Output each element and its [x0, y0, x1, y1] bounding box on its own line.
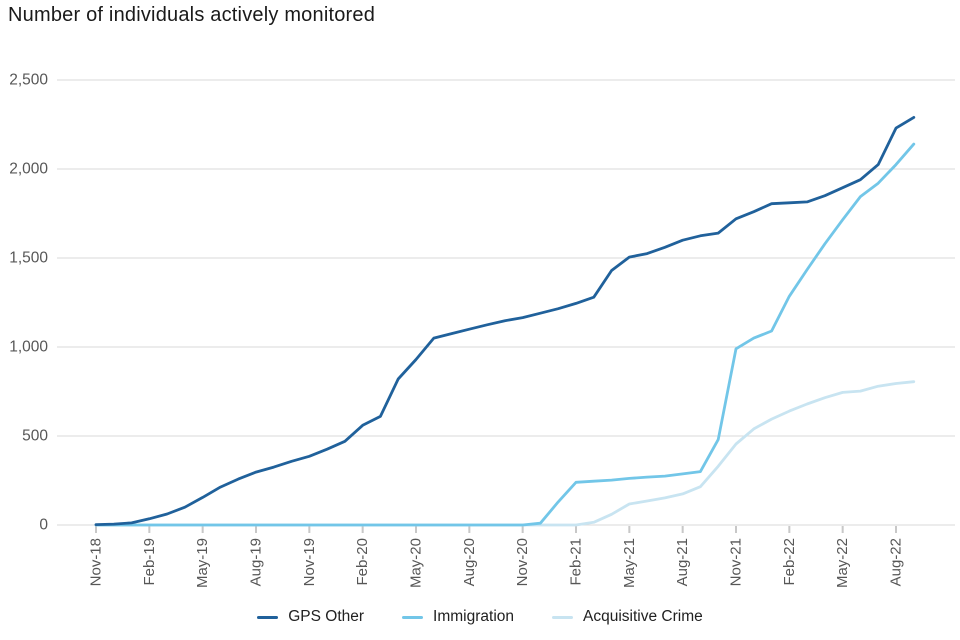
- y-axis-tick-label: 2,500: [9, 72, 48, 89]
- x-axis-tick-label: May-21: [621, 538, 638, 588]
- series-line-immigration: [94, 142, 916, 527]
- legend-item-immigration: Immigration: [402, 608, 514, 626]
- x-axis-tick-label: Aug-19: [248, 538, 265, 586]
- y-axis-tick-label: 1,500: [9, 250, 48, 267]
- legend-line-icon: [257, 615, 279, 619]
- x-axis-tick-label: Nov-20: [514, 538, 531, 586]
- x-axis-tick-label: Feb-19: [141, 538, 158, 586]
- x-axis-tick-label: Feb-20: [354, 538, 371, 586]
- y-axis-tick-label: 500: [22, 428, 48, 445]
- x-axis-tick-label: Nov-19: [301, 538, 318, 586]
- legend-label: Acquisitive Crime: [583, 608, 703, 625]
- legend-line-icon: [402, 615, 424, 619]
- legend-label: GPS Other: [288, 608, 365, 625]
- y-axis-tick-label: 2,000: [9, 161, 48, 178]
- x-axis-tick-label: May-19: [194, 538, 211, 588]
- series-line-acquisitive-crime: [94, 380, 916, 527]
- legend-line-icon: [552, 615, 574, 619]
- x-axis-tick-label: Aug-22: [888, 538, 905, 586]
- x-axis-tick-label: Aug-20: [461, 538, 478, 586]
- x-axis-tick-label: Nov-18: [88, 538, 105, 586]
- x-axis-tick-label: Feb-22: [781, 538, 798, 586]
- x-axis-tick-label: Feb-21: [568, 538, 585, 586]
- y-axis-tick-label: 1,000: [9, 339, 48, 356]
- legend-item-gps-other: GPS Other: [257, 608, 364, 626]
- x-axis-tick-label: Aug-21: [674, 538, 691, 586]
- x-axis-tick-label: May-20: [408, 538, 425, 588]
- chart-title: Number of individuals actively monitored: [8, 4, 376, 26]
- chart-legend: GPS Other Immigration Acquisitive Crime: [0, 608, 960, 626]
- legend-label: Immigration: [433, 608, 515, 625]
- x-axis-tick-label: May-22: [834, 538, 851, 588]
- x-axis-tick-label: Nov-21: [728, 538, 745, 586]
- series-line-gps-other: [94, 116, 916, 526]
- legend-item-acquisitive-crime: Acquisitive Crime: [552, 608, 703, 626]
- y-axis-tick-label: 0: [39, 517, 48, 534]
